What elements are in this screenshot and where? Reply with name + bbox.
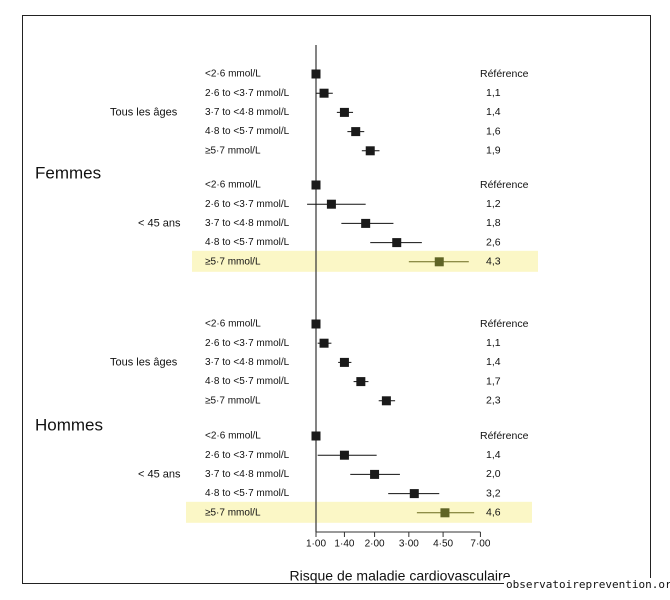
- odds-ratio-label: Référence: [480, 318, 529, 330]
- category-label: ≥5·7 mmol/L: [205, 145, 261, 156]
- odds-ratio-label: 4,6: [486, 507, 501, 519]
- point-estimate: [339, 107, 349, 117]
- category-label: <2·6 mmol/L: [205, 69, 261, 80]
- category-label: 4·8 to <5·7 mmol/L: [205, 376, 290, 387]
- point-estimate: [361, 218, 371, 228]
- category-label: 3·7 to <4·8 mmol/L: [205, 357, 290, 368]
- category-label: 2·6 to <3·7 mmol/L: [205, 338, 290, 349]
- point-estimate: [319, 338, 329, 348]
- odds-ratio-label: 2,0: [486, 468, 501, 480]
- sex-label: Femmes: [35, 163, 101, 182]
- category-label: 4·8 to <5·7 mmol/L: [205, 237, 290, 248]
- point-estimate: [440, 508, 450, 518]
- category-label: ≥5·7 mmol/L: [205, 507, 261, 518]
- odds-ratio-label: 4,3: [486, 256, 501, 268]
- watermark: observatoireprevention.org: [504, 578, 670, 591]
- odds-ratio-label: 1,4: [486, 449, 501, 461]
- x-axis-title: Risque de maladie cardiovasculaire: [289, 568, 510, 584]
- point-estimate: [339, 357, 349, 367]
- point-estimate: [311, 431, 321, 441]
- category-label: <2·6 mmol/L: [205, 180, 261, 191]
- point-estimate: [434, 257, 444, 267]
- point-estimate: [326, 199, 336, 209]
- odds-ratio-label: 2,3: [486, 395, 501, 407]
- odds-ratio-label: Référence: [480, 68, 529, 80]
- odds-ratio-label: 1,1: [486, 87, 501, 99]
- category-label: 3·7 to <4·8 mmol/L: [205, 469, 290, 480]
- point-estimate: [365, 146, 375, 156]
- point-estimate: [311, 180, 321, 190]
- point-estimate: [356, 377, 366, 387]
- odds-ratio-label: 1,9: [486, 145, 501, 157]
- category-label: 3·7 to <4·8 mmol/L: [205, 107, 290, 118]
- odds-ratio-label: 1,4: [486, 356, 501, 368]
- odds-ratio-label: 1,2: [486, 198, 501, 210]
- point-estimate: [311, 319, 321, 329]
- subgroup-label: Tous les âges: [110, 106, 178, 118]
- point-estimate: [409, 489, 419, 499]
- odds-ratio-label: 1,7: [486, 375, 501, 387]
- point-estimate: [311, 69, 321, 79]
- sex-label: Hommes: [35, 415, 103, 434]
- category-label: 4·8 to <5·7 mmol/L: [205, 488, 290, 499]
- category-label: 4·8 to <5·7 mmol/L: [205, 126, 290, 137]
- x-tick-label: 2·00: [365, 539, 385, 550]
- point-estimate: [370, 469, 380, 479]
- category-label: 2·6 to <3·7 mmol/L: [205, 199, 290, 210]
- x-tick-label: 1·00: [306, 539, 326, 550]
- odds-ratio-label: 1,1: [486, 337, 501, 349]
- x-tick-label: 1·40: [334, 539, 354, 550]
- odds-ratio-label: 1,6: [486, 125, 501, 137]
- odds-ratio-label: 2,6: [486, 236, 501, 248]
- subgroup-label: Tous les âges: [110, 356, 178, 368]
- odds-ratio-label: Référence: [480, 179, 529, 191]
- x-tick-label: 7·00: [470, 539, 490, 550]
- point-estimate: [392, 238, 402, 248]
- highlight-band: [186, 501, 532, 523]
- subgroup-label: < 45 ans: [138, 217, 181, 229]
- odds-ratio-label: Référence: [480, 430, 529, 442]
- x-tick-label: 4·50: [433, 539, 453, 550]
- point-estimate: [319, 88, 329, 98]
- category-label: 2·6 to <3·7 mmol/L: [205, 88, 290, 99]
- figure-frame: [22, 15, 651, 584]
- odds-ratio-label: 1,8: [486, 217, 501, 229]
- category-label: <2·6 mmol/L: [205, 319, 261, 330]
- odds-ratio-label: 1,4: [486, 106, 501, 118]
- highlight-band: [192, 250, 538, 272]
- point-estimate: [339, 450, 349, 460]
- odds-ratio-label: 3,2: [486, 487, 501, 499]
- category-label: <2·6 mmol/L: [205, 431, 261, 442]
- subgroup-label: < 45 ans: [138, 468, 181, 480]
- point-estimate: [381, 396, 391, 406]
- category-label: ≥5·7 mmol/L: [205, 395, 261, 406]
- category-label: 2·6 to <3·7 mmol/L: [205, 450, 290, 461]
- category-label: 3·7 to <4·8 mmol/L: [205, 218, 290, 229]
- x-tick-label: 3·00: [399, 539, 419, 550]
- point-estimate: [351, 127, 361, 137]
- category-label: ≥5·7 mmol/L: [205, 256, 261, 267]
